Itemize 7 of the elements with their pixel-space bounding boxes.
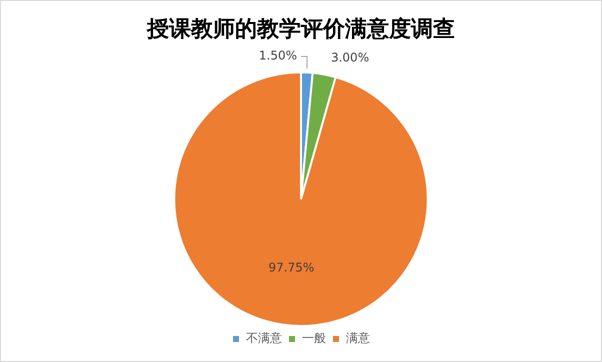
chart-title: 授课教师的教学评价满意度调查 [146, 16, 455, 42]
legend-label: 一般 [302, 331, 326, 346]
data-label: 3.00% [330, 50, 370, 65]
legend-label: 满意 [346, 331, 370, 346]
legend-label: 不满意 [246, 331, 282, 346]
data-label: 97.75% [268, 260, 314, 274]
data-label: 1.50% [258, 48, 298, 63]
